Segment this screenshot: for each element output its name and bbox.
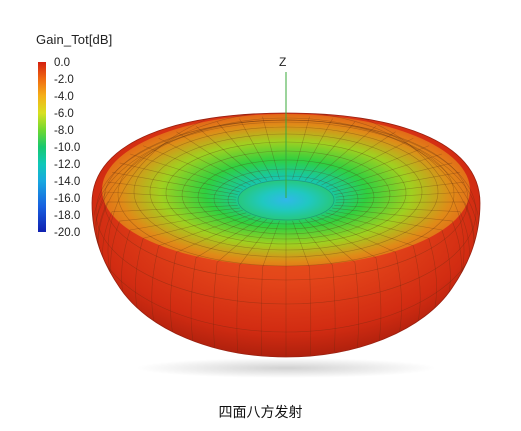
mesh-longitude-line: [239, 118, 274, 180]
legend-tick: -6.0: [54, 108, 74, 120]
figure-caption: 四面八方发射: [218, 405, 303, 421]
legend-tick: -10.0: [54, 142, 81, 154]
mesh-longitude-line: [107, 181, 237, 198]
legend-title: Gain_Tot[dB]: [36, 32, 113, 47]
mesh-longitude-line: [119, 162, 240, 193]
mesh-longitude-line: [316, 216, 402, 334]
mesh-longitude-line: [112, 172, 238, 195]
mesh-longitude-line: [335, 181, 465, 198]
legend-tick: -16.0: [54, 193, 81, 205]
color-scale-bar: [38, 62, 46, 232]
legend-tick: -4.0: [54, 91, 74, 103]
mesh-longitude-line: [190, 217, 262, 342]
mesh-longitude-line: [325, 212, 437, 314]
mesh-longitude-line: [335, 191, 467, 201]
mesh-longitude-line: [298, 220, 336, 353]
mesh-longitude-line: [195, 125, 262, 183]
mesh-longitude-line: [216, 121, 268, 181]
legend-tick: -12.0: [54, 159, 81, 171]
legend-tick: -20.0: [54, 227, 81, 239]
mesh-longitude-line: [321, 214, 421, 325]
mesh-longitude-line: [95, 191, 237, 249]
mesh-longitude-line: [143, 145, 247, 188]
mesh-longitude-line: [213, 219, 268, 348]
mesh-longitude-line: [334, 172, 460, 195]
mesh-longitude-line: [292, 220, 312, 356]
mesh-longitude-line: [260, 220, 280, 356]
mesh-longitude-line: [304, 121, 356, 181]
mesh-longitude-line: [292, 116, 310, 180]
legend-tick: -2.0: [54, 74, 74, 86]
z-axis-label: Z: [279, 55, 287, 69]
mesh-longitude-line: [298, 118, 333, 180]
legend-tick: 0.0: [54, 57, 70, 69]
mesh-longitude-line: [135, 212, 247, 314]
mesh-longitude-line: [170, 216, 256, 334]
mesh-longitude-line: [321, 137, 414, 186]
mesh-longitude-line: [325, 145, 429, 188]
floor-shadow: [136, 358, 436, 378]
mesh-longitude-line: [310, 217, 382, 342]
mesh-longitude-line: [176, 131, 256, 184]
legend-tick: -8.0: [54, 125, 74, 137]
mesh-longitude-line: [304, 219, 359, 348]
mesh-longitude-line: [310, 125, 377, 183]
mesh-latitude-line: [107, 113, 465, 357]
mesh-longitude-line: [329, 153, 442, 190]
mesh-longitude-line: [332, 162, 453, 193]
mesh-longitude-line: [158, 137, 251, 186]
mesh-longitude-line: [316, 131, 396, 184]
legend-tick: -18.0: [54, 210, 81, 222]
mesh-longitude-line: [262, 116, 280, 180]
mesh-longitude-line: [236, 220, 274, 353]
mesh-longitude-line: [130, 153, 243, 190]
mesh-longitude-line: [151, 214, 251, 325]
legend-tick: -14.0: [54, 176, 81, 188]
